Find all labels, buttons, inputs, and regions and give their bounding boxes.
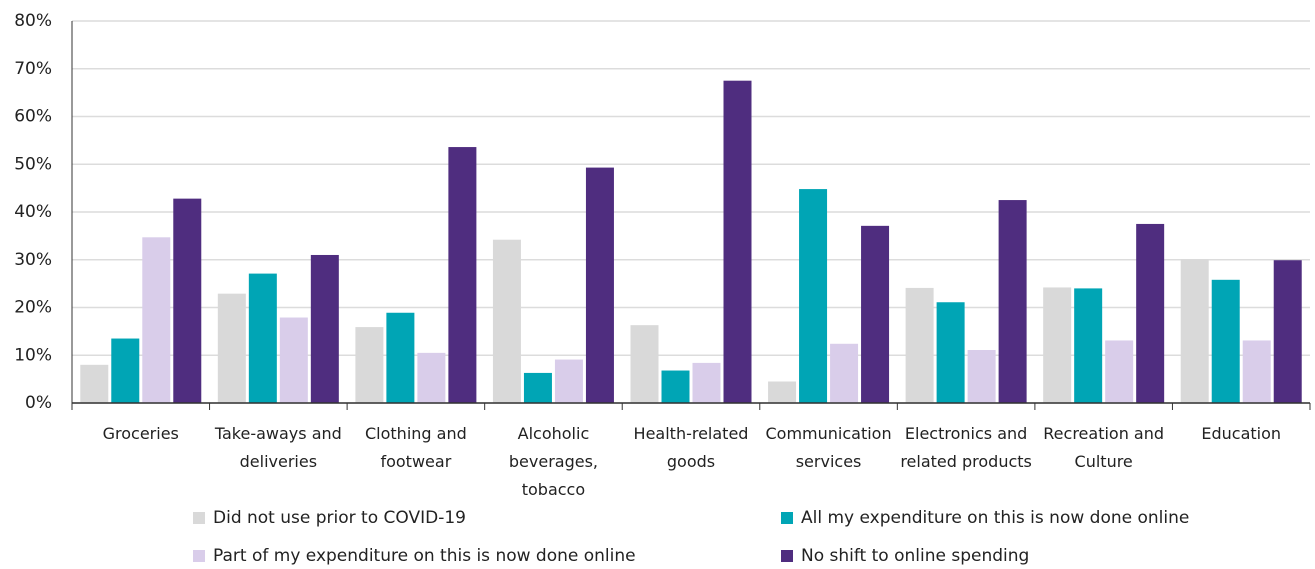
bar: [554, 359, 583, 403]
legend-swatch: [781, 550, 793, 562]
legend-entry: Part of my expenditure on this is now do…: [193, 546, 636, 566]
bar: [1105, 340, 1134, 403]
legend-label: Did not use prior to COVID-19: [213, 508, 466, 528]
y-tick-label: 40%: [14, 202, 52, 222]
x-tick-label: Communication services: [765, 424, 892, 471]
bar: [630, 325, 659, 403]
bar: [661, 370, 690, 403]
legend-swatch: [193, 550, 205, 562]
bar: [768, 381, 797, 403]
bar: [448, 147, 477, 403]
legend-swatch: [781, 512, 793, 524]
bar: [355, 327, 384, 403]
bar: [111, 338, 140, 403]
x-tick-label: Alcoholic beverages, tobacco: [508, 424, 598, 499]
bar: [417, 352, 446, 403]
y-tick-label: 70%: [14, 59, 52, 79]
x-tick-label: Clothing and footwear: [365, 424, 467, 471]
legend-entry: No shift to online spending: [781, 546, 1029, 566]
x-tick-label: Groceries: [102, 424, 179, 443]
legend-swatch: [193, 512, 205, 524]
y-tick-label: 80%: [14, 11, 52, 31]
bar: [692, 362, 721, 403]
bar: [523, 372, 552, 403]
y-tick-label: 30%: [14, 250, 52, 270]
bar: [1136, 223, 1165, 403]
y-tick-label: 50%: [14, 154, 52, 174]
x-tick-label: Take-aways and deliveries: [214, 424, 342, 471]
y-tick-label: 10%: [14, 345, 52, 365]
bar: [248, 273, 277, 403]
bar: [585, 167, 614, 403]
bar: [967, 349, 996, 403]
bar: [1074, 288, 1103, 403]
bar: [310, 254, 339, 403]
x-tick-label: Health-related goods: [633, 424, 749, 471]
legend-label: All my expenditure on this is now done o…: [801, 508, 1190, 528]
bar: [1242, 340, 1271, 403]
bar: [1043, 287, 1072, 403]
x-tick-label: Recreation and Culture: [1043, 424, 1165, 471]
x-tick-label: Education: [1201, 424, 1282, 443]
bar: [173, 198, 202, 403]
bar: [905, 287, 934, 403]
bar: [936, 302, 965, 403]
legend-label: No shift to online spending: [801, 546, 1030, 566]
bar: [861, 225, 890, 403]
bar: [799, 189, 828, 403]
x-tick-label: Electronics and related products: [900, 424, 1032, 471]
bar: [1180, 259, 1209, 403]
bar: [142, 237, 171, 403]
bar: [386, 312, 415, 403]
legend-entry: All my expenditure on this is now done o…: [781, 508, 1189, 528]
bar: [80, 364, 109, 403]
y-tick-label: 60%: [14, 107, 52, 127]
bar: [492, 239, 521, 403]
bar: [1211, 279, 1240, 403]
legend-entry: Did not use prior to COVID-19: [193, 508, 466, 528]
y-tick-label: 20%: [14, 298, 52, 318]
bar: [279, 317, 308, 403]
bar: [998, 200, 1027, 403]
bar: [723, 80, 752, 403]
legend-label: Part of my expenditure on this is now do…: [213, 546, 636, 566]
bar: [217, 293, 246, 403]
bar: [1273, 260, 1302, 403]
y-tick-label: 0%: [25, 393, 52, 413]
bar: [830, 343, 859, 403]
